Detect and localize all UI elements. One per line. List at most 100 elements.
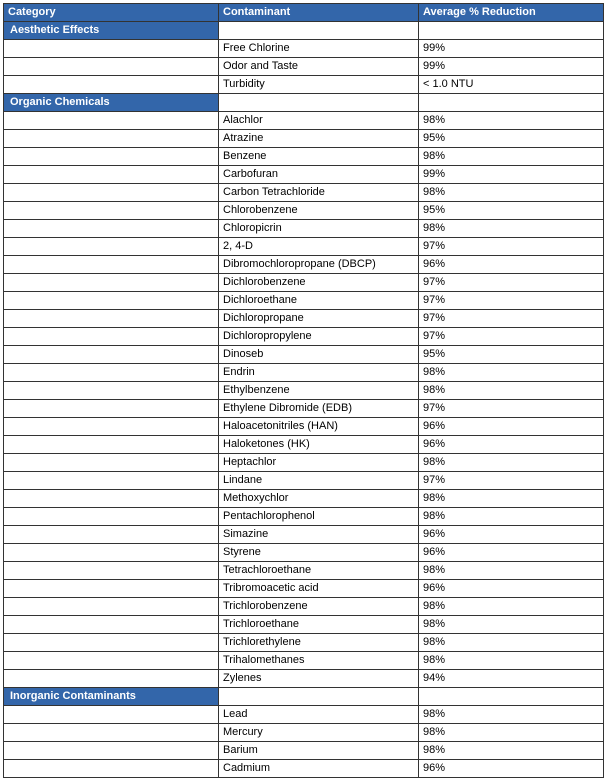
category-title: Inorganic Contaminants bbox=[4, 688, 219, 706]
contaminant-cell: Dichloropropylene bbox=[219, 328, 419, 346]
category-cell bbox=[4, 202, 219, 220]
reduction-cell: 97% bbox=[419, 292, 604, 310]
table-row: Atrazine95% bbox=[4, 130, 604, 148]
reduction-cell: 94% bbox=[419, 670, 604, 688]
category-title: Organic Chemicals bbox=[4, 94, 219, 112]
table-row: Haloacetonitriles (HAN)96% bbox=[4, 418, 604, 436]
table-row: Odor and Taste99% bbox=[4, 58, 604, 76]
category-cell bbox=[4, 706, 219, 724]
empty-cell bbox=[419, 94, 604, 112]
category-cell bbox=[4, 274, 219, 292]
table-row: Trichloroethane98% bbox=[4, 616, 604, 634]
reduction-cell: 96% bbox=[419, 526, 604, 544]
reduction-cell: 98% bbox=[419, 562, 604, 580]
reduction-cell: 98% bbox=[419, 364, 604, 382]
contaminant-cell: Trichlorobenzene bbox=[219, 598, 419, 616]
reduction-cell: 97% bbox=[419, 400, 604, 418]
reduction-cell: 97% bbox=[419, 238, 604, 256]
table-header-row: Category Contaminant Average % Reduction bbox=[4, 4, 604, 22]
category-cell bbox=[4, 220, 219, 238]
table-row: Trichlorethylene98% bbox=[4, 634, 604, 652]
reduction-cell: 99% bbox=[419, 166, 604, 184]
table-row: Turbidity< 1.0 NTU bbox=[4, 76, 604, 94]
table-row: Ethylbenzene98% bbox=[4, 382, 604, 400]
category-cell bbox=[4, 292, 219, 310]
reduction-cell: 98% bbox=[419, 148, 604, 166]
category-cell bbox=[4, 238, 219, 256]
reduction-cell: 99% bbox=[419, 58, 604, 76]
table-row: Barium98% bbox=[4, 742, 604, 760]
contaminant-cell: Alachlor bbox=[219, 112, 419, 130]
contaminant-cell: Tetrachloroethane bbox=[219, 562, 419, 580]
empty-cell bbox=[419, 22, 604, 40]
table-row: Heptachlor98% bbox=[4, 454, 604, 472]
reduction-cell: 97% bbox=[419, 310, 604, 328]
contaminant-cell: Trichlorethylene bbox=[219, 634, 419, 652]
category-cell bbox=[4, 328, 219, 346]
category-cell bbox=[4, 382, 219, 400]
reduction-cell: 98% bbox=[419, 598, 604, 616]
table-row: Methoxychlor98% bbox=[4, 490, 604, 508]
table-row: Chlorobenzene95% bbox=[4, 202, 604, 220]
table-row: Lindane97% bbox=[4, 472, 604, 490]
table-row: Zylenes94% bbox=[4, 670, 604, 688]
category-cell bbox=[4, 544, 219, 562]
contaminant-cell: Dinoseb bbox=[219, 346, 419, 364]
contaminant-cell: Ethylene Dibromide (EDB) bbox=[219, 400, 419, 418]
reduction-cell: 98% bbox=[419, 454, 604, 472]
reduction-cell: 98% bbox=[419, 382, 604, 400]
reduction-cell: 96% bbox=[419, 436, 604, 454]
contaminant-cell: Lindane bbox=[219, 472, 419, 490]
reduction-cell: 98% bbox=[419, 724, 604, 742]
table-row: Tetrachloroethane98% bbox=[4, 562, 604, 580]
contaminant-cell: Simazine bbox=[219, 526, 419, 544]
reduction-cell: 95% bbox=[419, 346, 604, 364]
category-cell bbox=[4, 670, 219, 688]
category-title: Aesthetic Effects bbox=[4, 22, 219, 40]
reduction-cell: 97% bbox=[419, 274, 604, 292]
reduction-cell: 96% bbox=[419, 256, 604, 274]
category-cell bbox=[4, 742, 219, 760]
category-cell bbox=[4, 76, 219, 94]
table-row: Haloketones (HK)96% bbox=[4, 436, 604, 454]
table-row: Free Chlorine99% bbox=[4, 40, 604, 58]
table-row: Chloropicrin98% bbox=[4, 220, 604, 238]
header-category: Category bbox=[4, 4, 219, 22]
contaminant-cell: Lead bbox=[219, 706, 419, 724]
category-cell bbox=[4, 256, 219, 274]
table-row: Dichloropropylene97% bbox=[4, 328, 604, 346]
reduction-cell: 98% bbox=[419, 742, 604, 760]
category-cell bbox=[4, 148, 219, 166]
reduction-cell: 98% bbox=[419, 634, 604, 652]
category-cell bbox=[4, 724, 219, 742]
category-cell bbox=[4, 418, 219, 436]
category-cell bbox=[4, 562, 219, 580]
category-row: Inorganic Contaminants bbox=[4, 688, 604, 706]
contaminant-cell: Tribromoacetic acid bbox=[219, 580, 419, 598]
contaminant-cell: Methoxychlor bbox=[219, 490, 419, 508]
reduction-cell: 98% bbox=[419, 508, 604, 526]
contaminant-cell: Ethylbenzene bbox=[219, 382, 419, 400]
category-cell bbox=[4, 166, 219, 184]
contaminant-cell: Haloacetonitriles (HAN) bbox=[219, 418, 419, 436]
category-row: Organic Chemicals bbox=[4, 94, 604, 112]
table-row: Trichlorobenzene98% bbox=[4, 598, 604, 616]
contaminant-cell: Mercury bbox=[219, 724, 419, 742]
category-cell bbox=[4, 310, 219, 328]
reduction-cell: 98% bbox=[419, 490, 604, 508]
contaminant-cell: Chlorobenzene bbox=[219, 202, 419, 220]
contaminant-cell: Dichloroethane bbox=[219, 292, 419, 310]
table-row: Dichloropropane97% bbox=[4, 310, 604, 328]
category-cell bbox=[4, 454, 219, 472]
reduction-cell: 99% bbox=[419, 40, 604, 58]
table-row: Simazine96% bbox=[4, 526, 604, 544]
table-row: Carbon Tetrachloride98% bbox=[4, 184, 604, 202]
category-cell bbox=[4, 184, 219, 202]
contaminant-cell: Dichloropropane bbox=[219, 310, 419, 328]
category-cell bbox=[4, 364, 219, 382]
table-row: Carbofuran99% bbox=[4, 166, 604, 184]
category-cell bbox=[4, 634, 219, 652]
category-cell bbox=[4, 616, 219, 634]
contaminant-cell: Chloropicrin bbox=[219, 220, 419, 238]
table-row: Mercury98% bbox=[4, 724, 604, 742]
